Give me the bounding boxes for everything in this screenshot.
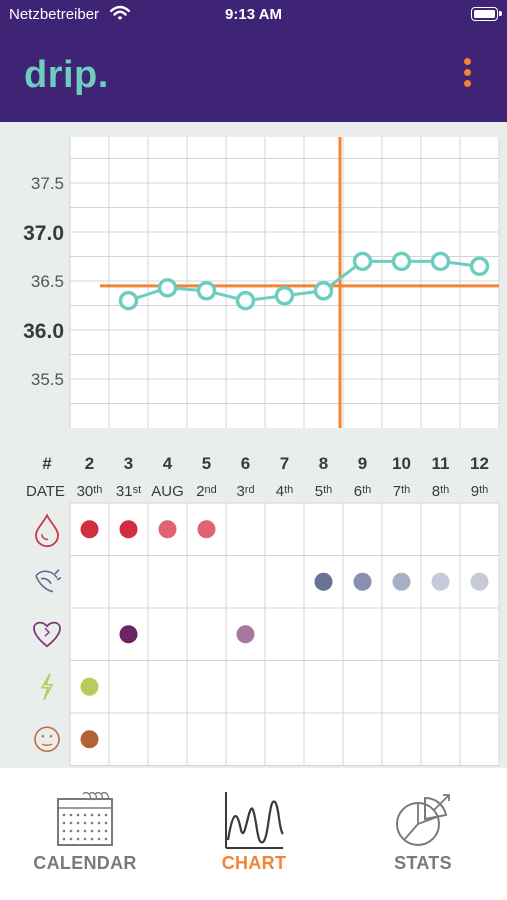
pain-icon — [40, 673, 54, 701]
symptom-dot — [431, 572, 450, 591]
cycle-day-label: # — [42, 454, 52, 473]
carrier-name: Netzbetreiber — [9, 6, 100, 23]
temperature-point — [430, 251, 451, 272]
tab-stats-label: STATS — [394, 853, 452, 873]
y-tick-label: 36.5 — [31, 272, 64, 291]
cycle-day-number: 6 — [241, 454, 250, 473]
symptom-dot — [197, 520, 216, 539]
temperature-point — [352, 251, 373, 272]
cycle-day-number: 2 — [85, 454, 94, 473]
more-vertical-icon[interactable] — [460, 56, 476, 90]
icon-shape — [33, 621, 61, 648]
icon-shape — [35, 569, 62, 593]
symptom-dot — [119, 520, 138, 539]
cycle-day-number: 5 — [202, 454, 211, 473]
cycle-chart[interactable]: 37.5 37.0 36.5 36.0 35.5 # DATE 2 3 4 5 6 7 8 9 10 11 12 3… — [0, 122, 507, 768]
icon-shape — [40, 673, 54, 701]
cycle-day-number: 7 — [280, 454, 289, 473]
date-value: 31st — [116, 483, 141, 500]
date-label: DATE — [26, 483, 65, 500]
bleeding-icon — [35, 513, 59, 548]
cycle-day-number: 11 — [432, 454, 450, 473]
temperature-point — [391, 251, 412, 272]
cycle-day-number: 12 — [470, 454, 489, 473]
symptom-dot — [314, 572, 333, 591]
tab-chart-label: CHART — [221, 853, 287, 873]
temperature-point — [313, 281, 334, 301]
symptom-dot — [392, 572, 411, 591]
cycle-day-number: 8 — [319, 454, 328, 473]
date-value: 8th — [432, 483, 450, 500]
symptom-dot — [80, 677, 99, 696]
icon-shape — [49, 735, 53, 738]
battery-icon — [471, 7, 502, 21]
mood-icon — [34, 726, 60, 753]
app-logo: drip. — [24, 54, 109, 96]
y-tick-label: 35.5 — [31, 370, 64, 389]
date-value: 2nd — [196, 483, 217, 500]
tab-stats[interactable]: STATS — [348, 768, 498, 900]
date-value: 7th — [393, 483, 411, 500]
calendar-icon — [57, 791, 113, 846]
temperature-point — [235, 290, 256, 311]
icon-shape — [41, 743, 53, 746]
temperature-line — [128, 259, 480, 303]
cycle-day-number: 10 — [392, 454, 411, 473]
cycle-day-number: 3 — [124, 454, 133, 473]
symptom-dot — [353, 572, 372, 591]
symptom-dot — [158, 520, 177, 539]
status-time: 9:13 AM — [225, 6, 282, 23]
symptom-dot — [236, 625, 255, 644]
icon-shape — [34, 726, 60, 753]
tab-calendar[interactable]: CALENDAR — [10, 768, 160, 900]
symptom-dot — [470, 572, 489, 591]
mucus-icon — [35, 569, 62, 593]
icon-shape — [35, 513, 59, 548]
temperature-point — [157, 278, 178, 298]
symptom-dot — [80, 520, 99, 539]
chart-area[interactable]: 37.5 37.0 36.5 36.0 35.5 # DATE 2 3 4 5 6 7 8 9 10 11 12 3… — [0, 122, 507, 768]
symptom-panel — [70, 503, 499, 766]
tab-calendar-label: CALENDAR — [33, 853, 137, 873]
y-tick-label: 37.0 — [23, 222, 64, 245]
cycle-day-number: 9 — [358, 454, 367, 473]
date-value: 6th — [354, 483, 372, 500]
status-bar: Netzbetreiber 9:13 AM — [0, 0, 507, 30]
temperature-panel — [70, 137, 499, 428]
icon-shape — [41, 735, 45, 738]
temperature-point — [196, 281, 217, 301]
chart-icon — [225, 792, 284, 849]
y-tick-label: 37.5 — [31, 174, 64, 193]
symptom-dot — [80, 730, 99, 749]
temperature-point — [118, 290, 139, 311]
temperature-point — [469, 256, 490, 277]
date-value: 5th — [315, 483, 333, 500]
temperature-point — [274, 285, 295, 306]
app-header: Netzbetreiber 9:13 AM drip. — [0, 0, 507, 122]
wifi-icon — [110, 5, 130, 20]
cycle-day-number: 4 — [163, 454, 173, 473]
date-value: AUG — [151, 483, 184, 500]
date-value: 4th — [276, 483, 294, 500]
icon-shape — [44, 627, 50, 637]
date-value: 3rd — [236, 483, 254, 500]
tab-bar: CALENDAR CHART STATS — [0, 768, 507, 900]
symptom-dot — [119, 625, 138, 644]
stats-icon — [396, 794, 450, 846]
sex-icon — [33, 621, 61, 648]
y-tick-label: 36.0 — [23, 320, 64, 343]
date-value: 9th — [471, 483, 489, 500]
date-value: 30th — [77, 483, 103, 500]
tab-chart[interactable]: CHART — [179, 768, 329, 900]
icon-shape — [41, 534, 49, 541]
